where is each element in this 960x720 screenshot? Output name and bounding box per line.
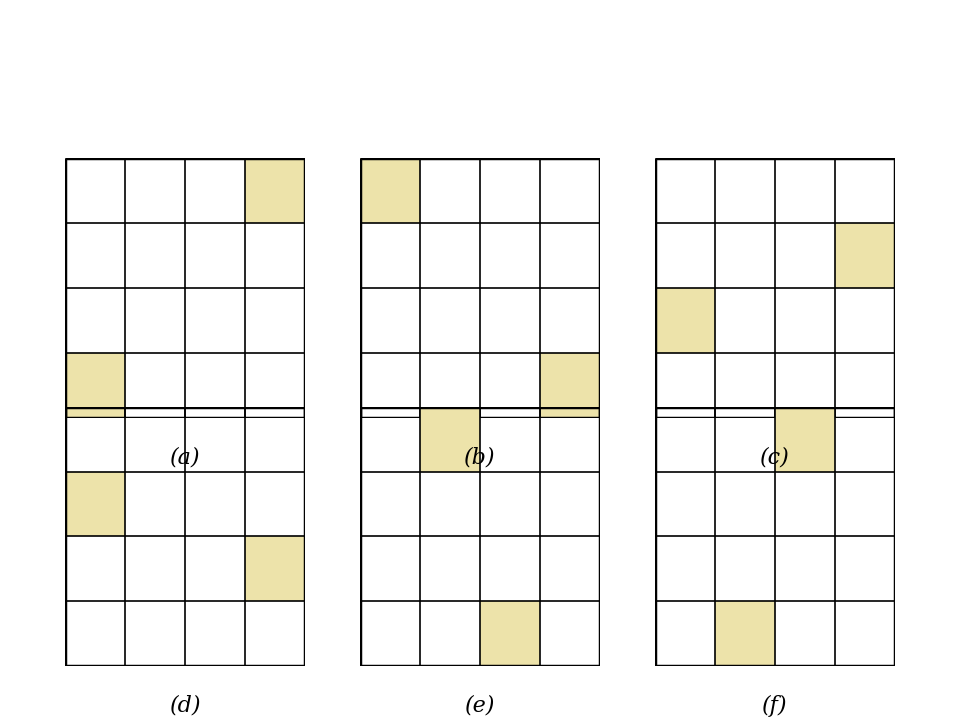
Text: (a): (a) — [170, 446, 201, 469]
Bar — [246, 536, 305, 601]
Bar — [246, 158, 305, 223]
Bar — [65, 353, 125, 418]
Bar — [360, 158, 420, 223]
Bar — [65, 472, 125, 536]
Bar — [714, 601, 775, 666]
Text: (b): (b) — [465, 446, 495, 469]
Text: (e): (e) — [465, 695, 495, 717]
Bar — [835, 223, 895, 288]
Bar — [655, 288, 714, 353]
Text: (d): (d) — [170, 695, 201, 717]
Text: (f): (f) — [762, 695, 787, 717]
Bar — [775, 407, 835, 472]
Text: (c): (c) — [760, 446, 789, 469]
Bar — [420, 407, 480, 472]
Bar — [540, 353, 600, 418]
Bar — [480, 601, 540, 666]
